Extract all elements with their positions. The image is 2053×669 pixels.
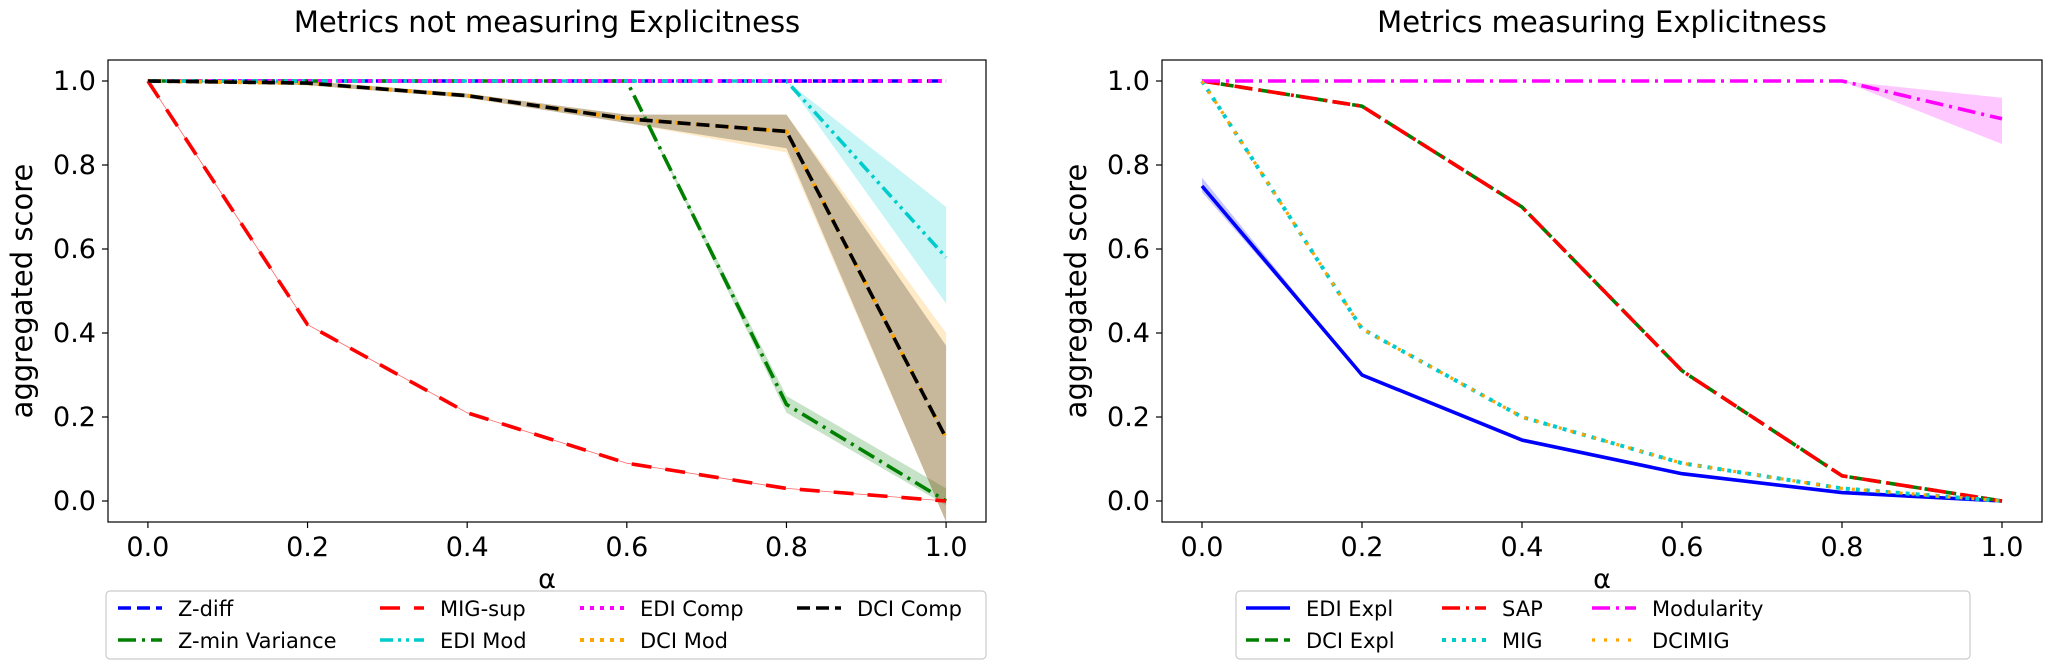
legend-label-edi-expl: EDI Expl (1306, 597, 1393, 621)
data-point-edi-expl-2 (1520, 438, 1524, 442)
legend: Z-diff Z-min Variance MIG-sup EDI Mod EDI Co… (105, 590, 987, 660)
legend-label-dcimig: DCIMIG (1652, 629, 1730, 653)
y-tick-label: 1.0 (1107, 66, 1150, 97)
data-point-edi-comp-2 (465, 79, 469, 83)
band-dci-mod (147, 81, 947, 522)
chart-title: Metrics measuring Explicitness (1377, 5, 1827, 39)
chart-title: Metrics not measuring Explicitness (294, 5, 800, 39)
x-axis-label: α (538, 564, 556, 595)
series-line-mig (1200, 79, 2003, 503)
y-tick-label: 0.2 (53, 402, 96, 433)
data-point-sap-3 (1680, 369, 1684, 373)
y-tick-label: 0.4 (53, 318, 96, 349)
data-point-dci-comp-5 (944, 436, 948, 440)
x-tick-label: 0.2 (1341, 532, 1384, 563)
data-point-dcimig-5 (2000, 499, 2004, 503)
legend-label-z-diff: Z-diff (178, 597, 234, 621)
y-tick-label: 0.8 (1107, 150, 1150, 181)
plot-area (146, 79, 948, 522)
chart-panel-1: 0.0 0.2 0.4 0.6 0.8 1.0 0.0 0.2 0.4 0.6 0.8 1.0 Metr… (5, 5, 987, 660)
data-point-dci-comp-2 (465, 94, 469, 98)
y-tick-label: 0.2 (1107, 402, 1150, 433)
legend-box (1235, 590, 1971, 660)
x-tick-label: 0.0 (126, 532, 169, 563)
legend: EDI Expl DCI Expl SAP MIG Modularity DCIMIG (1235, 590, 1971, 660)
legend-label-mig: MIG (1502, 629, 1543, 653)
chart-panel-2: 0.0 0.2 0.4 0.6 0.8 1.0 0.0 0.2 0.4 0.6 0.8 1.0 Metr… (1059, 5, 2043, 660)
series-thin-mig-sup (147, 80, 947, 502)
data-point-edi-expl-0 (1200, 184, 1204, 188)
data-point-edi-comp-3 (625, 79, 629, 83)
data-point-edi-expl-3 (1680, 472, 1684, 476)
data-point-modularity-4 (1840, 79, 1844, 83)
data-point-edi-expl-1 (1360, 373, 1364, 377)
series-line-modularity (1202, 79, 2003, 121)
x-axis-label: α (1593, 564, 1611, 595)
data-point-z-min-variance-4 (785, 402, 789, 406)
data-point-dcimig-1 (1360, 327, 1364, 331)
data-point-modularity-2 (1520, 79, 1524, 83)
data-point-modularity-5 (2000, 117, 2004, 121)
legend-box (105, 590, 987, 660)
y-axis-label: aggregated score (5, 164, 39, 419)
band-edi-expl (1202, 177, 2002, 501)
data-point-dcimig-4 (1840, 486, 1844, 490)
x-tick-label: 0.8 (765, 532, 808, 563)
data-point-sap-2 (1520, 205, 1524, 209)
x-tick-label: 0.6 (605, 532, 648, 563)
axes-frame (107, 59, 987, 523)
x-tick-label: 0.2 (286, 532, 329, 563)
data-point-dcimig-3 (1680, 461, 1684, 465)
x-tick-label: 0.4 (1501, 532, 1544, 563)
data-point-sap-1 (1360, 104, 1364, 108)
data-point-dci-comp-3 (625, 117, 629, 121)
x-tick-label: 1.0 (925, 532, 968, 563)
band-dci-comp (147, 81, 947, 522)
series-line-dci-comp (147, 79, 948, 439)
x-tick-label: 0.0 (1181, 532, 1224, 563)
legend-label-dci-mod: DCI Mod (640, 629, 728, 653)
legend-label-dci-expl: DCI Expl (1306, 629, 1395, 653)
data-point-edi-mod-5 (944, 255, 948, 259)
data-point-dcimig-2 (1520, 415, 1524, 419)
legend-label-modularity: Modularity (1652, 597, 1763, 621)
x-tick-label: 0.8 (1821, 532, 1864, 563)
data-point-modularity-1 (1360, 79, 1364, 83)
legend-label-edi-mod: EDI Mod (440, 629, 527, 653)
x-tick-label: 0.6 (1661, 532, 1704, 563)
legend-label-dci-comp: DCI Comp (857, 597, 962, 621)
y-axis-label: aggregated score (1059, 164, 1093, 419)
y-tick-label: 0.6 (53, 234, 96, 265)
legend-label-edi-comp: EDI Comp (640, 597, 744, 621)
legend-label-sap: SAP (1502, 597, 1543, 621)
y-tick-label: 0.0 (53, 486, 96, 517)
data-point-modularity-3 (1680, 79, 1684, 83)
axes-frame (1161, 59, 2043, 523)
series-line-edi-expl (1200, 184, 2003, 503)
data-point-edi-comp-5 (944, 79, 948, 83)
data-point-dcimig-0 (1200, 79, 1204, 83)
data-point-dci-comp-1 (306, 81, 310, 85)
series-line-sap (1201, 79, 2003, 503)
band-modularity (1202, 81, 2002, 144)
y-tick-label: 0.4 (1107, 318, 1150, 349)
legend-label-z-min-variance: Z-min Variance (178, 629, 337, 653)
data-point-edi-comp-4 (785, 79, 789, 83)
data-point-edi-expl-4 (1840, 491, 1844, 495)
x-tick-label: 0.4 (446, 532, 489, 563)
plot-area (1200, 79, 2004, 503)
y-tick-label: 0.0 (1107, 486, 1150, 517)
data-point-sap-4 (1840, 474, 1844, 478)
y-tick-label: 0.8 (53, 150, 96, 181)
y-tick-label: 0.6 (1107, 234, 1150, 265)
x-tick-label: 1.0 (1981, 532, 2024, 563)
data-point-dci-comp-4 (785, 129, 789, 133)
legend-label-mig-sup: MIG-sup (440, 597, 526, 621)
y-tick-label: 1.0 (53, 66, 96, 97)
band-z-min-variance (147, 81, 947, 506)
